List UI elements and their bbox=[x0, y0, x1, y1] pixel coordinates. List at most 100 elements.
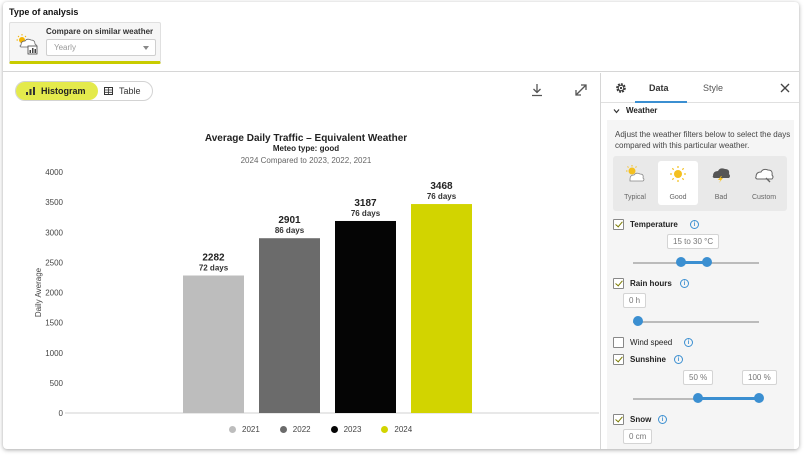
weather-bad-button[interactable]: Bad bbox=[701, 161, 741, 205]
settings-panel: Data Style Weather Adjust the weather fi… bbox=[600, 73, 799, 449]
legend-label: 2024 bbox=[394, 425, 413, 434]
weather-custom-label: Custom bbox=[751, 194, 777, 201]
legend-label: 2023 bbox=[343, 425, 362, 434]
snow-value: 0 cm bbox=[623, 429, 653, 444]
bar-days-label: 72 days bbox=[199, 264, 229, 273]
legend-swatch bbox=[279, 426, 287, 433]
analysis-section-title: Type of analysis bbox=[9, 7, 79, 17]
sun-cloud-icon bbox=[626, 165, 645, 182]
y-tick-label: 4000 bbox=[45, 168, 63, 177]
analysis-card-similar-weather[interactable]: Compare on similar weather Yearly bbox=[9, 22, 161, 64]
chart-caption: 2024 Compared to 2023, 2022, 2021 bbox=[240, 156, 372, 165]
bar-days-label: 76 days bbox=[351, 209, 381, 218]
bar-value-label: 2282 bbox=[202, 253, 225, 264]
wind-checkbox[interactable] bbox=[613, 337, 624, 348]
bar-value-label: 3187 bbox=[354, 198, 377, 209]
chart-legend: 2021 2022 2023 2024 bbox=[229, 425, 432, 434]
sunshine-checkbox[interactable] bbox=[613, 354, 624, 365]
legend-swatch bbox=[330, 426, 338, 433]
weather-filters: Adjust the weather filters below to sele… bbox=[607, 120, 794, 449]
weather-description: Adjust the weather filters below to sele… bbox=[615, 130, 791, 150]
period-select-value: Yearly bbox=[54, 43, 76, 52]
bar-days-label: 86 days bbox=[275, 226, 305, 235]
weather-section-title: Weather bbox=[626, 106, 658, 115]
tab-style[interactable]: Style bbox=[703, 83, 724, 93]
legend-swatch bbox=[381, 426, 389, 433]
weather-type-group: Typical Good bbox=[613, 156, 787, 211]
temperature-slider-range bbox=[681, 261, 706, 264]
sunshine-min-handle[interactable] bbox=[693, 393, 703, 403]
tab-table-label: Table bbox=[119, 86, 141, 96]
y-tick-label: 2000 bbox=[45, 289, 63, 298]
bar-2023 bbox=[335, 220, 396, 413]
storm-cloud-icon bbox=[712, 168, 730, 183]
analysis-bar: Type of analysis Compare on similar weat… bbox=[3, 2, 799, 72]
y-tick-label: 1500 bbox=[45, 319, 63, 328]
tab-data[interactable]: Data bbox=[649, 83, 669, 93]
bar-value-label: 2901 bbox=[278, 215, 301, 226]
snow-label: Snow bbox=[630, 415, 652, 424]
view-toggle: Histogram Table bbox=[15, 81, 153, 101]
rain-slider-track[interactable] bbox=[633, 321, 759, 323]
sunshine-max-value: 100 % bbox=[742, 370, 777, 385]
chevron-down-icon bbox=[613, 108, 620, 113]
legend-item-2021[interactable]: 2021 bbox=[229, 425, 260, 434]
y-tick-label: 3000 bbox=[45, 228, 63, 237]
bar-chart-icon bbox=[26, 87, 35, 95]
weather-good-button[interactable]: Good bbox=[658, 161, 698, 205]
gear-icon[interactable] bbox=[615, 82, 627, 94]
temperature-max-handle[interactable] bbox=[702, 257, 712, 267]
panel-tabs: Data Style bbox=[601, 73, 799, 103]
close-icon[interactable] bbox=[780, 83, 790, 93]
legend-item-2023[interactable]: 2023 bbox=[330, 425, 362, 434]
weather-custom-button[interactable]: Custom bbox=[744, 161, 784, 205]
y-tick-label: 500 bbox=[50, 379, 64, 388]
snow-checkbox[interactable] bbox=[613, 414, 624, 425]
rain-label: Rain hours bbox=[630, 279, 672, 288]
rain-info-icon[interactable]: i bbox=[680, 279, 689, 288]
weather-chart-icon bbox=[16, 34, 38, 55]
legend-item-2024[interactable]: 2024 bbox=[381, 425, 412, 434]
chart-area: Histogram Table Average Daily Traffic – … bbox=[3, 73, 600, 449]
rain-value: 0 h bbox=[623, 293, 647, 308]
sunshine-max-handle[interactable] bbox=[754, 393, 764, 403]
chevron-down-icon bbox=[143, 46, 149, 50]
y-axis-label: Daily Average bbox=[34, 267, 43, 317]
wind-info-icon[interactable]: i bbox=[684, 338, 693, 347]
expand-icon[interactable] bbox=[574, 83, 588, 97]
legend-item-2022[interactable]: 2022 bbox=[279, 425, 311, 434]
app-window: Type of analysis Compare on similar weat… bbox=[3, 2, 799, 449]
y-tick-label: 0 bbox=[59, 409, 64, 418]
weather-section-header[interactable]: Weather bbox=[613, 106, 657, 115]
bar-2021 bbox=[183, 275, 244, 413]
legend-swatch bbox=[229, 426, 236, 433]
sunshine-slider-range bbox=[698, 397, 759, 400]
chart-subtitle: Meteo type: good bbox=[272, 144, 340, 153]
sunshine-label: Sunshine bbox=[630, 355, 667, 364]
weather-typical-button[interactable]: Typical bbox=[615, 161, 655, 205]
rain-handle[interactable] bbox=[633, 316, 643, 326]
temperature-label: Temperature bbox=[630, 220, 678, 229]
custom-cloud-icon bbox=[755, 168, 774, 183]
y-tick-label: 3500 bbox=[45, 198, 63, 207]
temperature-checkbox[interactable] bbox=[613, 219, 624, 230]
temperature-min-handle[interactable] bbox=[676, 257, 686, 267]
bar-2022 bbox=[259, 238, 320, 413]
rain-checkbox[interactable] bbox=[613, 278, 624, 289]
weather-typical-label: Typical bbox=[624, 194, 646, 201]
wind-label: Wind speed bbox=[630, 338, 673, 347]
temperature-info-icon[interactable]: i bbox=[690, 220, 699, 229]
y-tick-label: 1000 bbox=[45, 349, 63, 358]
tab-table[interactable]: Table bbox=[104, 82, 141, 100]
period-select[interactable]: Yearly bbox=[46, 39, 156, 56]
temperature-value: 15 to 30 °C bbox=[667, 234, 720, 249]
download-icon[interactable] bbox=[530, 83, 544, 97]
sunshine-min-value: 50 % bbox=[683, 370, 714, 385]
weather-good-label: Good bbox=[669, 194, 687, 201]
active-tab-indicator bbox=[635, 101, 687, 103]
sunshine-info-icon[interactable]: i bbox=[674, 355, 683, 364]
table-icon bbox=[104, 87, 113, 95]
snow-info-icon[interactable]: i bbox=[658, 415, 667, 424]
tab-histogram[interactable]: Histogram bbox=[16, 82, 98, 100]
sun-icon bbox=[670, 166, 686, 182]
